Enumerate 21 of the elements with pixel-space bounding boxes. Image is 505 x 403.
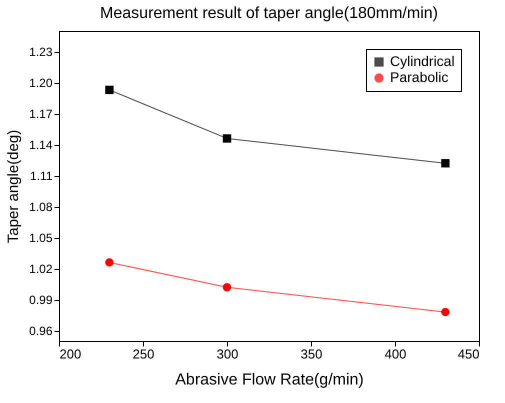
y-tick-label: 1.11: [30, 169, 53, 184]
chart-title: Measurement result of taper angle(180mm/min): [100, 5, 438, 22]
x-tick-label: 250: [132, 346, 154, 362]
y-tick-label: 1.20: [29, 76, 53, 90]
y-tick-label: 1.05: [29, 231, 53, 246]
y-tick-label: 1.14: [29, 138, 53, 152]
x-tick-label: 200: [60, 346, 82, 362]
x-axis-title: Abrasive Flow Rate(g/min): [175, 372, 364, 388]
x-tick-label: 300: [216, 346, 238, 362]
y-tick-label: 1.17: [29, 107, 53, 122]
y-tick-label: 1.02: [29, 262, 53, 276]
legend-label: Parabolic: [390, 69, 448, 85]
x-tick-label: 450: [458, 346, 480, 362]
y-tick-label: 1.23: [29, 45, 53, 60]
legend-label: Cylindrical: [390, 53, 455, 69]
y-axis-title: Taper angle(deg): [5, 130, 22, 244]
y-tick-label: 1.08: [29, 200, 53, 214]
y-tick-label: 0.96: [29, 324, 53, 338]
x-tick-label: 400: [384, 346, 406, 362]
x-tick-label: 350: [300, 346, 322, 362]
y-tick-label: 0.99: [29, 293, 53, 308]
